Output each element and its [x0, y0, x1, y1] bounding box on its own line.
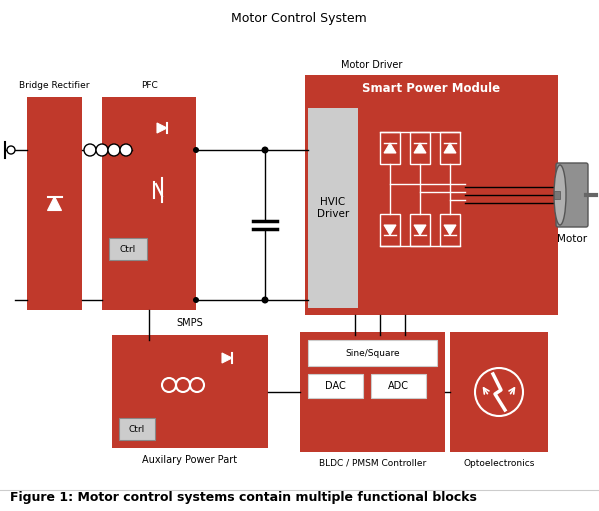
Text: Motor Control System: Motor Control System [231, 12, 367, 25]
Polygon shape [384, 143, 396, 153]
Polygon shape [444, 143, 456, 153]
Text: Bridge Rectifier: Bridge Rectifier [19, 81, 90, 89]
Text: DAC: DAC [325, 381, 346, 391]
Polygon shape [222, 353, 232, 363]
Text: Auxilary Power Part: Auxilary Power Part [143, 455, 238, 465]
Bar [308, 108, 358, 308]
Polygon shape [384, 225, 396, 235]
Circle shape [120, 144, 132, 156]
Circle shape [262, 147, 268, 153]
Bar [410, 132, 430, 164]
Polygon shape [157, 123, 167, 133]
Text: Figure 1: Motor control systems contain multiple functional blocks: Figure 1: Motor control systems contain … [10, 492, 477, 504]
Bar [450, 332, 548, 452]
Text: ADC: ADC [388, 381, 409, 391]
Bar [440, 214, 460, 246]
Circle shape [193, 147, 199, 153]
Text: HVIC
Driver: HVIC Driver [317, 197, 349, 219]
Polygon shape [414, 143, 426, 153]
Polygon shape [47, 197, 62, 211]
Text: Sine/Square: Sine/Square [345, 349, 400, 358]
Text: BLDC / PMSM Controller: BLDC / PMSM Controller [319, 458, 426, 468]
Bar [380, 214, 400, 246]
Bar [27, 97, 82, 310]
Bar [554, 191, 560, 199]
Bar [380, 132, 400, 164]
Text: Ctrl: Ctrl [120, 244, 136, 253]
Ellipse shape [554, 165, 566, 225]
Bar [119, 418, 155, 440]
Bar [102, 97, 196, 310]
Text: Ctrl: Ctrl [129, 425, 145, 433]
Circle shape [96, 144, 108, 156]
Text: Smart Power Module: Smart Power Module [362, 81, 501, 95]
Bar [371, 374, 426, 398]
Bar [300, 332, 445, 452]
Text: SMPS: SMPS [177, 318, 204, 328]
Polygon shape [444, 225, 456, 235]
Text: Optoelectronics: Optoelectronics [463, 458, 535, 468]
Bar [440, 132, 460, 164]
Text: PFC: PFC [141, 81, 158, 89]
Circle shape [84, 144, 96, 156]
Bar [305, 75, 558, 315]
Text: Motor Driver: Motor Driver [341, 60, 402, 70]
Circle shape [262, 296, 268, 304]
Circle shape [7, 146, 15, 154]
Polygon shape [414, 225, 426, 235]
Circle shape [108, 144, 120, 156]
Bar [112, 335, 268, 448]
Text: Motor: Motor [557, 234, 587, 244]
Circle shape [193, 297, 199, 303]
Bar [308, 340, 437, 366]
Bar [109, 238, 147, 260]
FancyBboxPatch shape [556, 163, 588, 227]
Bar [308, 374, 363, 398]
Bar [410, 214, 430, 246]
